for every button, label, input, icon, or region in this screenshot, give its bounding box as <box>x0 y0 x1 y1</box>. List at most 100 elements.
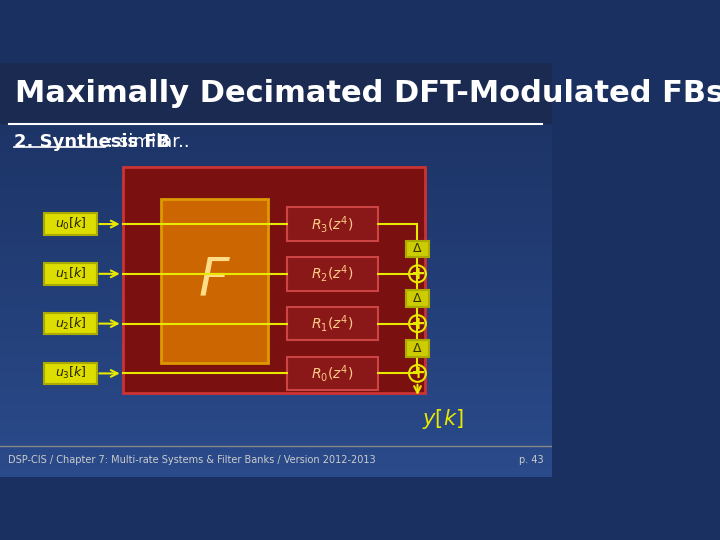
Bar <box>0 71 552 72</box>
Bar <box>0 302 552 303</box>
Bar <box>0 111 552 112</box>
Bar <box>0 156 552 157</box>
Bar <box>45 363 96 384</box>
Bar <box>0 179 552 180</box>
Bar <box>0 102 552 103</box>
Bar <box>0 214 552 215</box>
Bar <box>0 237 552 238</box>
Bar <box>45 313 96 334</box>
Bar <box>0 255 552 256</box>
Text: $R_0(z^4)$: $R_0(z^4)$ <box>311 363 354 384</box>
Bar <box>0 262 552 263</box>
Text: $R_3(z^4)$: $R_3(z^4)$ <box>311 213 354 234</box>
Bar <box>0 446 552 447</box>
Bar <box>0 287 552 288</box>
Bar <box>0 77 552 78</box>
Bar <box>0 463 552 464</box>
Bar <box>0 205 552 206</box>
Bar <box>0 374 552 375</box>
Bar <box>0 328 552 329</box>
Bar <box>0 330 552 331</box>
Bar <box>0 66 552 67</box>
Bar <box>0 124 552 125</box>
Bar <box>0 126 552 127</box>
Bar <box>0 435 552 436</box>
Bar <box>0 346 552 347</box>
Bar <box>0 310 552 312</box>
Bar <box>0 162 552 163</box>
Bar <box>0 307 552 308</box>
Bar <box>0 430 552 431</box>
Bar <box>0 123 552 124</box>
Bar <box>0 271 552 272</box>
Bar <box>0 414 552 415</box>
Bar <box>0 174 552 175</box>
Bar <box>0 309 552 310</box>
Bar <box>0 204 552 205</box>
Bar <box>0 286 552 287</box>
Bar <box>0 256 552 257</box>
Bar <box>0 197 552 198</box>
Bar <box>0 270 552 271</box>
Bar <box>0 113 552 114</box>
Bar <box>0 212 552 213</box>
Bar <box>0 209 552 210</box>
Bar <box>0 184 552 185</box>
Bar <box>0 466 552 467</box>
Bar <box>0 173 552 174</box>
Bar <box>0 152 552 153</box>
Bar <box>0 81 552 82</box>
Bar <box>0 356 552 357</box>
Bar <box>0 460 552 461</box>
Bar <box>0 240 552 241</box>
Bar <box>0 421 552 422</box>
Bar <box>0 145 552 146</box>
Bar <box>0 373 552 374</box>
Bar <box>0 160 552 161</box>
Bar <box>0 259 552 260</box>
Bar <box>0 408 552 409</box>
Bar <box>0 130 552 131</box>
Bar <box>0 167 552 168</box>
Text: $\Delta$: $\Delta$ <box>413 342 423 355</box>
Bar <box>0 68 552 69</box>
Bar <box>0 431 552 433</box>
Bar <box>0 164 552 165</box>
Bar <box>0 96 552 97</box>
Bar <box>0 361 552 362</box>
Bar <box>0 278 552 279</box>
Bar <box>0 457 552 458</box>
Bar <box>0 350 552 351</box>
Bar <box>0 416 552 417</box>
Bar <box>0 476 552 477</box>
Bar <box>0 258 552 259</box>
Bar <box>0 274 552 275</box>
Bar <box>0 473 552 474</box>
Bar <box>0 459 552 460</box>
Bar <box>287 356 378 390</box>
Bar <box>0 72 552 73</box>
Bar <box>0 190 552 191</box>
Bar <box>0 433 552 434</box>
Bar <box>0 253 552 254</box>
Bar <box>0 447 552 448</box>
Bar <box>0 90 552 91</box>
Bar <box>0 360 552 361</box>
Bar <box>0 149 552 150</box>
Bar <box>0 425 552 426</box>
Bar <box>0 148 552 149</box>
Bar <box>0 226 552 227</box>
Bar <box>0 388 552 389</box>
Bar <box>0 191 552 192</box>
Bar <box>0 118 552 119</box>
Bar <box>45 213 96 235</box>
Text: +: + <box>410 265 425 283</box>
Bar <box>0 420 552 421</box>
Bar <box>0 114 552 115</box>
Bar <box>0 183 552 184</box>
Bar <box>0 211 552 212</box>
Bar <box>0 107 552 109</box>
Bar <box>0 199 552 200</box>
Bar <box>0 208 552 209</box>
Bar <box>406 291 429 307</box>
